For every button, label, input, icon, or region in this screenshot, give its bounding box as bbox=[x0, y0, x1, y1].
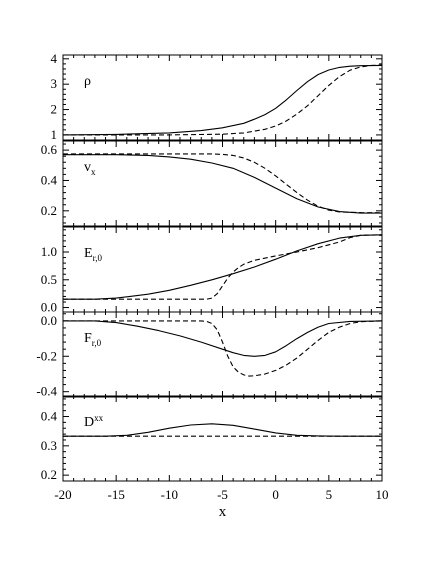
series-line-solid bbox=[63, 423, 382, 437]
y-tick-label: 1 bbox=[51, 127, 58, 142]
y-tick-label: 0.5 bbox=[41, 272, 57, 287]
panel-3: 0.0 0.5 1.0 Er,0 bbox=[41, 226, 383, 315]
y-tick-label: 0.4 bbox=[41, 172, 58, 187]
series-line-solid bbox=[63, 154, 382, 214]
y-tick-label: 0.3 bbox=[41, 438, 57, 453]
panel-label: Er,0 bbox=[84, 246, 102, 263]
x-tick-label: -10 bbox=[161, 487, 178, 502]
y-tick-label: 4 bbox=[51, 51, 58, 66]
panel-label: Dxx bbox=[84, 413, 104, 430]
x-tick-label: 5 bbox=[326, 487, 333, 502]
y-tick-label: 0.4 bbox=[41, 409, 58, 424]
panel-1: 1 2 3 4 ρ bbox=[51, 51, 383, 142]
y-tick-label: 0.2 bbox=[41, 203, 57, 218]
x-axis-label: x bbox=[219, 504, 227, 520]
x-tick-label: 0 bbox=[272, 487, 279, 502]
y-tick-label: 2 bbox=[51, 102, 58, 117]
y-tick-label: -0.2 bbox=[36, 348, 57, 363]
panel-5: 0.2 0.3 0.4 Dxx -20 -15 -10 -5 0 5 10 x bbox=[41, 395, 389, 520]
x-tick-label: -15 bbox=[107, 487, 124, 502]
x-tick-label: 10 bbox=[376, 487, 389, 502]
series-line-solid bbox=[63, 320, 383, 357]
panel-frame bbox=[62, 395, 383, 482]
series-line-dashed bbox=[63, 64, 383, 136]
panel-label: vx bbox=[84, 160, 96, 177]
panel-label: ρ bbox=[84, 74, 91, 89]
series-line-dashed bbox=[63, 234, 383, 300]
series-line-dashed bbox=[63, 320, 383, 377]
panel-label: Fr,0 bbox=[84, 331, 102, 348]
y-tick-label: 0.0 bbox=[41, 313, 57, 328]
y-tick-label: 1.0 bbox=[41, 244, 57, 259]
panel-2: 0.2 0.4 0.6 vx bbox=[41, 140, 383, 227]
series-line-solid bbox=[62, 64, 383, 136]
series-line-solid bbox=[63, 234, 383, 300]
y-tick-label: -0.4 bbox=[36, 384, 57, 399]
y-tick-label: 0.0 bbox=[41, 300, 57, 315]
x-tick-label: -5 bbox=[217, 487, 228, 502]
panel-frame bbox=[62, 311, 383, 398]
panel-frame bbox=[62, 140, 383, 227]
series-line-dashed bbox=[63, 153, 383, 214]
y-tick-label: 0.2 bbox=[41, 467, 57, 482]
panel-4: -0.4 -0.2 0.0 Fr,0 bbox=[36, 311, 383, 399]
x-tick-label: -20 bbox=[54, 487, 71, 502]
y-tick-label: 0.6 bbox=[41, 142, 58, 157]
y-tick-label: 3 bbox=[51, 76, 58, 91]
